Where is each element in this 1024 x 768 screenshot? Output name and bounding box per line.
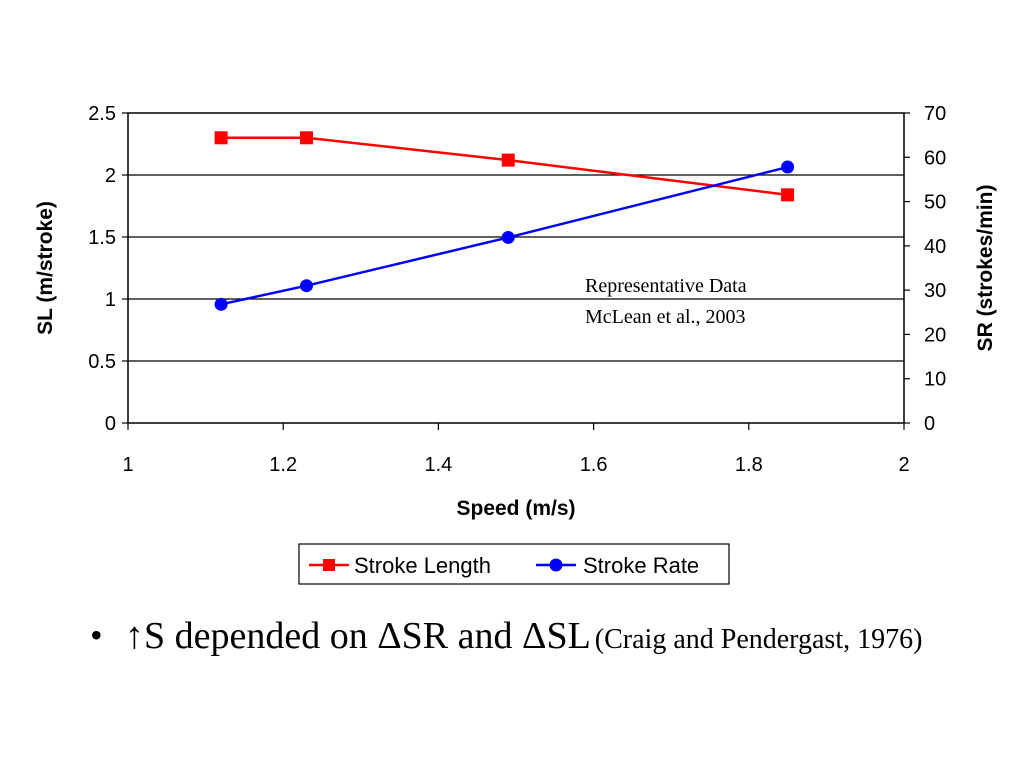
y2-tick-label: 40 (924, 236, 946, 258)
bullet-text: ↑S depended on ΔSR and ΔSL (Craig and Pe… (125, 612, 925, 668)
data-point-stroke-length (299, 131, 313, 145)
bullet-citation: (Craig and Pendergast, 1976) (594, 624, 923, 655)
x-axis: 1 1.2 1.4 1.6 1.8 2 (122, 423, 910, 476)
data-point-stroke-rate (501, 230, 515, 244)
y2-tick-label: 60 (924, 147, 946, 169)
data-point-stroke-length (781, 188, 795, 202)
data-point-stroke-rate (214, 297, 228, 311)
y-axis-left: 0 0.5 1 1.5 2 2.5 (88, 103, 128, 435)
bullet-main-text: ↑S depended on ΔSR and ΔSL (125, 615, 591, 657)
y2-tick-label: 70 (924, 103, 946, 125)
series-layer (214, 131, 795, 311)
annotation-citation: McLean et al., 2003 (585, 306, 746, 328)
data-point-stroke-length (214, 131, 228, 145)
y2-tick-label: 30 (924, 280, 946, 302)
x-axis-title: Speed (m/s) (456, 497, 575, 520)
legend-stroke-rate-marker (549, 558, 563, 572)
x-tick-label: 1.2 (269, 454, 297, 476)
series-line-stroke-length (221, 136, 788, 197)
legend-stroke-length-label: Stroke Length (354, 553, 491, 578)
y-tick-label: 1.5 (88, 227, 116, 249)
data-point-stroke-rate (299, 279, 313, 293)
y2-tick-label: 20 (924, 324, 946, 346)
legend-stroke-length-marker (323, 559, 335, 571)
y-tick-label: 0.5 (88, 351, 116, 373)
y-tick-label: 2 (105, 165, 116, 187)
series-line-stroke-rate (220, 165, 788, 306)
y2-tick-label: 50 (924, 192, 946, 214)
y-tick-label: 0 (105, 413, 116, 435)
data-point-stroke-rate (781, 160, 795, 174)
y-tick-label: 2.5 (88, 103, 116, 125)
legend-stroke-rate-label: Stroke Rate (583, 553, 699, 578)
y-tick-label: 1 (105, 289, 116, 311)
data-point-stroke-length (501, 153, 515, 167)
x-tick-label: 1.6 (580, 454, 608, 476)
gridlines (128, 174, 904, 362)
y-axis-right: 0 10 20 30 40 50 60 70 (904, 103, 946, 435)
plot-area (127, 112, 905, 424)
x-tick-label: 2 (898, 454, 909, 476)
dual-axis-line-chart: 1 1.2 1.4 1.6 1.8 2 0 0.5 1 1.5 2 2.5 0 10 20 30 40 50 6… (34, 103, 997, 585)
bullet-symbol: • (90, 615, 103, 655)
y-axis-left-title: SL (m/stroke) (34, 201, 57, 335)
x-tick-label: 1.4 (424, 454, 452, 476)
legend: Stroke Length Stroke Rate (298, 543, 730, 585)
x-tick-label: 1 (122, 454, 133, 476)
y2-tick-label: 10 (924, 369, 946, 391)
annotation-representative-data: Representative Data (585, 275, 747, 297)
x-tick-label: 1.8 (735, 454, 763, 476)
y-axis-right-title: SR (strokes/min) (974, 185, 997, 352)
legend-box (298, 543, 730, 585)
y2-tick-label: 0 (924, 413, 935, 435)
